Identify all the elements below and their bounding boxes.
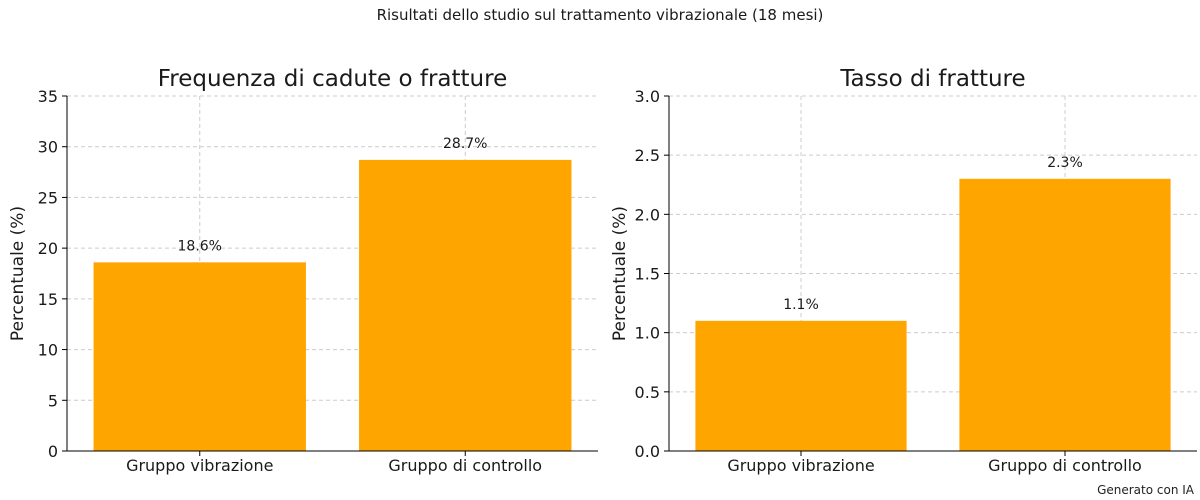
bar-1 xyxy=(695,320,907,451)
watermark-text: Generato con IA xyxy=(1097,483,1194,497)
bar-2 xyxy=(359,159,572,451)
x-tick-label: Gruppo vibrazione xyxy=(126,456,273,475)
data-label: 2.3% xyxy=(1047,155,1083,171)
y-tick-label: 15 xyxy=(38,290,58,309)
chart-title: Frequenza di cadute o fratture xyxy=(158,66,507,92)
y-tick-label: 1.5 xyxy=(635,265,660,284)
y-tick-label: 25 xyxy=(38,188,58,207)
y-tick-label: 20 xyxy=(38,239,58,258)
y-axis-label: Percentuale (%) xyxy=(8,206,28,341)
y-tick-label: 0.5 xyxy=(635,383,660,402)
y-tick-label: 3.0 xyxy=(635,87,660,106)
y-tick-label: 2.0 xyxy=(635,205,660,224)
chart-panel-2: 1.1% 2.3% 0.0 0.5 1.0 1.5 2.0 2.5 3.0 Gruppo vibr… xyxy=(610,66,1197,475)
data-label: 28.7% xyxy=(443,136,487,152)
y-tick-label: 30 xyxy=(38,138,58,157)
x-tick-label: Gruppo di controllo xyxy=(988,456,1142,475)
chart-title: Tasso di fratture xyxy=(839,66,1025,92)
y-tick-label: 5 xyxy=(48,391,58,410)
y-tick-label: 1.0 xyxy=(635,324,660,343)
y-tick-label: 35 xyxy=(38,87,58,106)
x-tick-label: Gruppo vibrazione xyxy=(727,456,874,475)
y-tick-label: 10 xyxy=(38,341,58,360)
y-axis-label: Percentuale (%) xyxy=(610,206,630,341)
x-tick-label: Gruppo di controllo xyxy=(388,456,542,475)
data-label: 1.1% xyxy=(783,297,819,313)
bar-1 xyxy=(93,262,306,451)
bar-2 xyxy=(959,178,1171,452)
figure-title: Risultati dello studio sul trattamento v… xyxy=(376,6,824,24)
y-tick-label: 2.5 xyxy=(635,146,660,165)
data-label: 18.6% xyxy=(178,238,222,254)
chart-panel-1: 18.6% 28.7% 0 5 10 15 20 25 30 35 Gruppo vibrazion… xyxy=(8,66,598,475)
y-tick-label: 0 xyxy=(48,442,58,461)
y-tick-label: 0.0 xyxy=(635,442,660,461)
